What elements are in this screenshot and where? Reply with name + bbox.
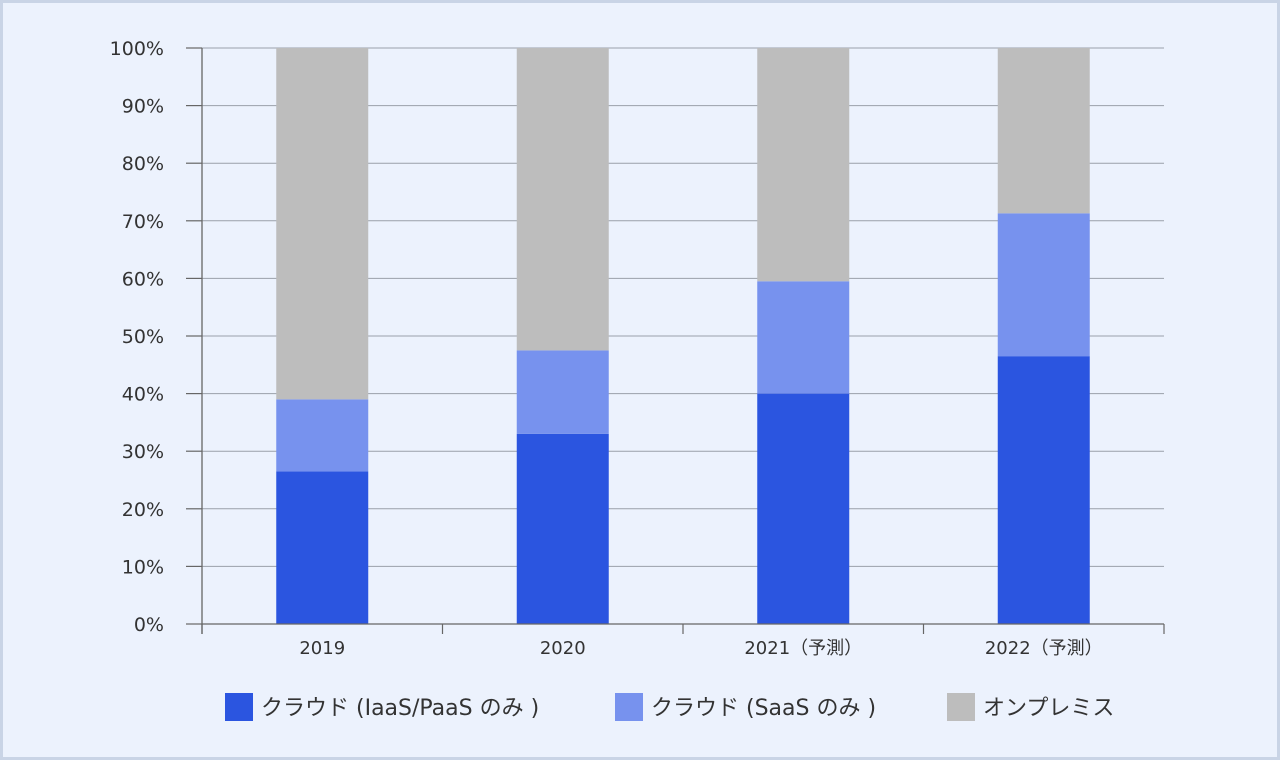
legend-label: オンプレミス [983, 696, 1114, 721]
legend-label: クラウド (SaaS のみ ) [651, 696, 876, 721]
legend: クラウド (IaaS/PaaS のみ ) クラウド (SaaS のみ ) オンプレミ… [225, 693, 1114, 721]
y-tick-label: 30% [122, 441, 164, 463]
x-tick-label: 2022（予測） [985, 638, 1103, 659]
x-tick-label: 2020 [540, 638, 586, 659]
y-axis-ticks: 0% 10% 20% 30% 40% 50% 60% 70% 80% 90% 100% [110, 38, 202, 636]
x-axis-ticks: 2019 2020 2021（予測） 2022（予測） [201, 624, 1165, 659]
bar-segment-3 [516, 48, 609, 351]
y-tick-label: 50% [122, 326, 164, 348]
chart-frame: 0% 10% 20% 30% 40% 50% 60% 70% 80% 90% 100% 2019 20… [3, 3, 1277, 757]
x-tick-label: 2021（予測） [744, 638, 862, 659]
bar-segment-2 [516, 350, 609, 434]
y-tick-label: 80% [122, 153, 164, 175]
bar-segment-3 [997, 48, 1090, 214]
y-tick-label: 0% [134, 614, 164, 636]
legend-swatch [947, 693, 975, 721]
bar-segment-3 [757, 48, 850, 282]
y-tick-label: 90% [122, 96, 164, 118]
legend-label: クラウド (IaaS/PaaS のみ ) [261, 696, 539, 721]
bar-segment-2 [997, 213, 1090, 357]
bar-segment-2 [757, 281, 850, 394]
y-tick-label: 100% [110, 38, 164, 60]
y-tick-label: 10% [122, 556, 164, 578]
bars [276, 48, 1090, 624]
legend-swatch [615, 693, 643, 721]
stacked-bar-chart: 0%10%20%30%40%50%60%70%80%90%100% 2019 20… [110, 38, 1165, 721]
bar-segment-3 [276, 48, 369, 400]
bar-segment-1 [516, 433, 609, 624]
x-tick-label: 2019 [299, 638, 345, 659]
bar-segment-1 [276, 471, 369, 624]
y-tick-label: 20% [122, 499, 164, 521]
bar-segment-1 [757, 393, 850, 624]
y-tick-label: 40% [122, 384, 164, 406]
bar-segment-2 [276, 399, 369, 472]
y-tick-label: 70% [122, 211, 164, 233]
legend-swatch [225, 693, 253, 721]
y-tick-label: 60% [122, 268, 164, 290]
bar-segment-1 [997, 356, 1090, 624]
